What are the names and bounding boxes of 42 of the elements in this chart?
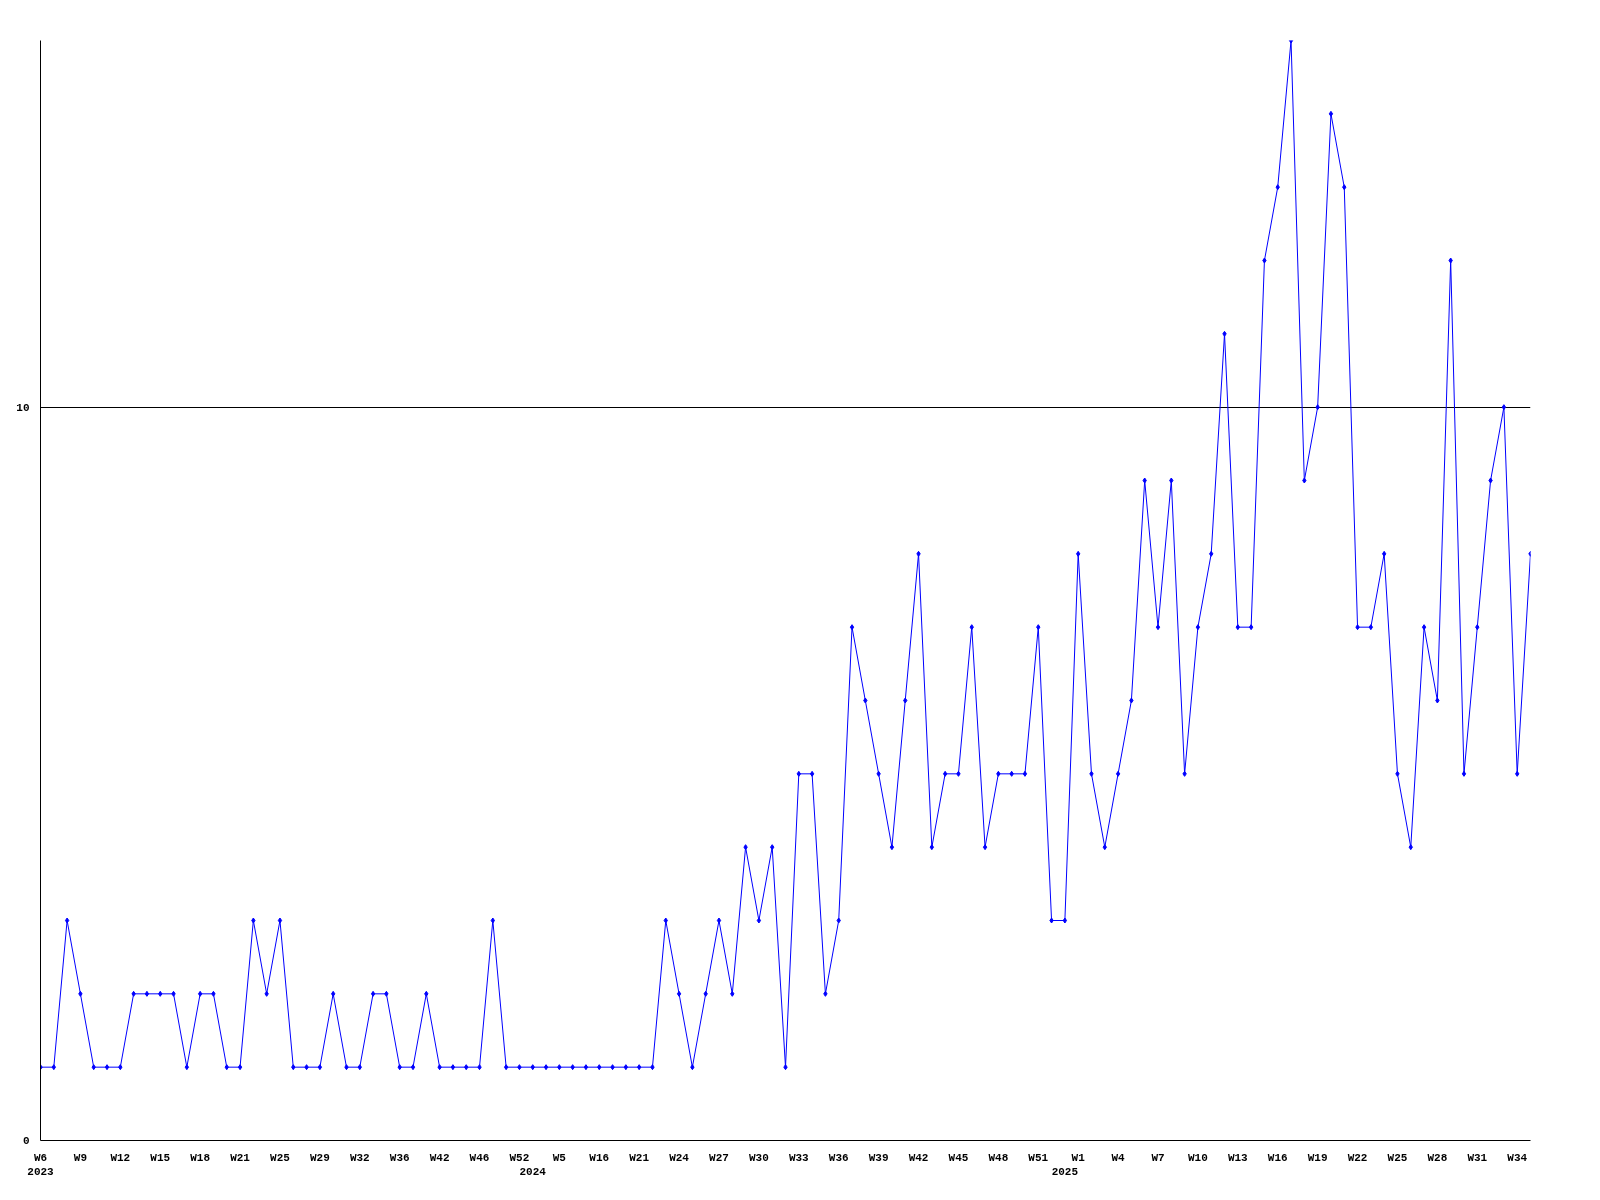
y-tick-label: 10 [16, 401, 30, 414]
x-tick-label: W52 [509, 1151, 530, 1164]
x-tick-label: W19 [1307, 1151, 1328, 1164]
x-tick-label: W34 [1507, 1151, 1528, 1164]
x-tick-label: 2025 [1051, 1165, 1079, 1178]
x-tick-label: W45 [948, 1151, 969, 1164]
x-tick-label: W15 [150, 1151, 171, 1164]
x-tick-label: W51 [1028, 1151, 1049, 1164]
x-tick-label: W10 [1188, 1151, 1208, 1164]
x-tick-label: W36 [389, 1151, 410, 1164]
x-tick-label: W7 [1151, 1151, 1165, 1164]
x-tick-label: W24 [669, 1151, 690, 1164]
x-tick-label: W16 [589, 1151, 610, 1164]
x-tick-label: W48 [988, 1151, 1009, 1164]
x-tick-label: W16 [1267, 1151, 1288, 1164]
x-tick-label: W32 [349, 1151, 370, 1164]
x-tick-label: W6 2023 [27, 1151, 55, 1178]
x-tick-label: W25 [270, 1151, 291, 1164]
x-tick-label: W39 [868, 1151, 889, 1164]
x-tick-label: W29 [309, 1151, 330, 1164]
x-tick-label: W1 [1071, 1151, 1086, 1164]
y-tick-label: 0 [22, 1135, 30, 1147]
x-tick-label: W28 [1427, 1151, 1448, 1164]
x-tick-label: W27 [709, 1151, 729, 1164]
x-tick-label: W18 [190, 1151, 211, 1164]
x-tick-label: W33 [788, 1151, 810, 1164]
x-tick-label: W13 [1227, 1151, 1249, 1164]
x-tick-label: W42 [429, 1151, 450, 1164]
x-tick-label: W22 [1347, 1151, 1368, 1164]
x-tick-label: W21 [629, 1151, 650, 1164]
x-tick-label: W46 [469, 1151, 490, 1164]
x-tick-label: W9 [73, 1151, 88, 1164]
x-tick-label: W42 [908, 1151, 929, 1164]
x-tick-label: W12 [110, 1151, 131, 1164]
x-tick-label: W5 [552, 1151, 567, 1164]
x-tick-label: W36 [828, 1151, 849, 1164]
x-tick-label: W30 [748, 1151, 769, 1164]
x-tick-label: W21 [230, 1151, 251, 1164]
x-tick-label: 2024 [519, 1165, 547, 1178]
x-tick-label: W4 [1111, 1151, 1126, 1164]
x-tick-label: W31 [1467, 1151, 1488, 1164]
x-tick-label: W25 [1387, 1151, 1408, 1164]
